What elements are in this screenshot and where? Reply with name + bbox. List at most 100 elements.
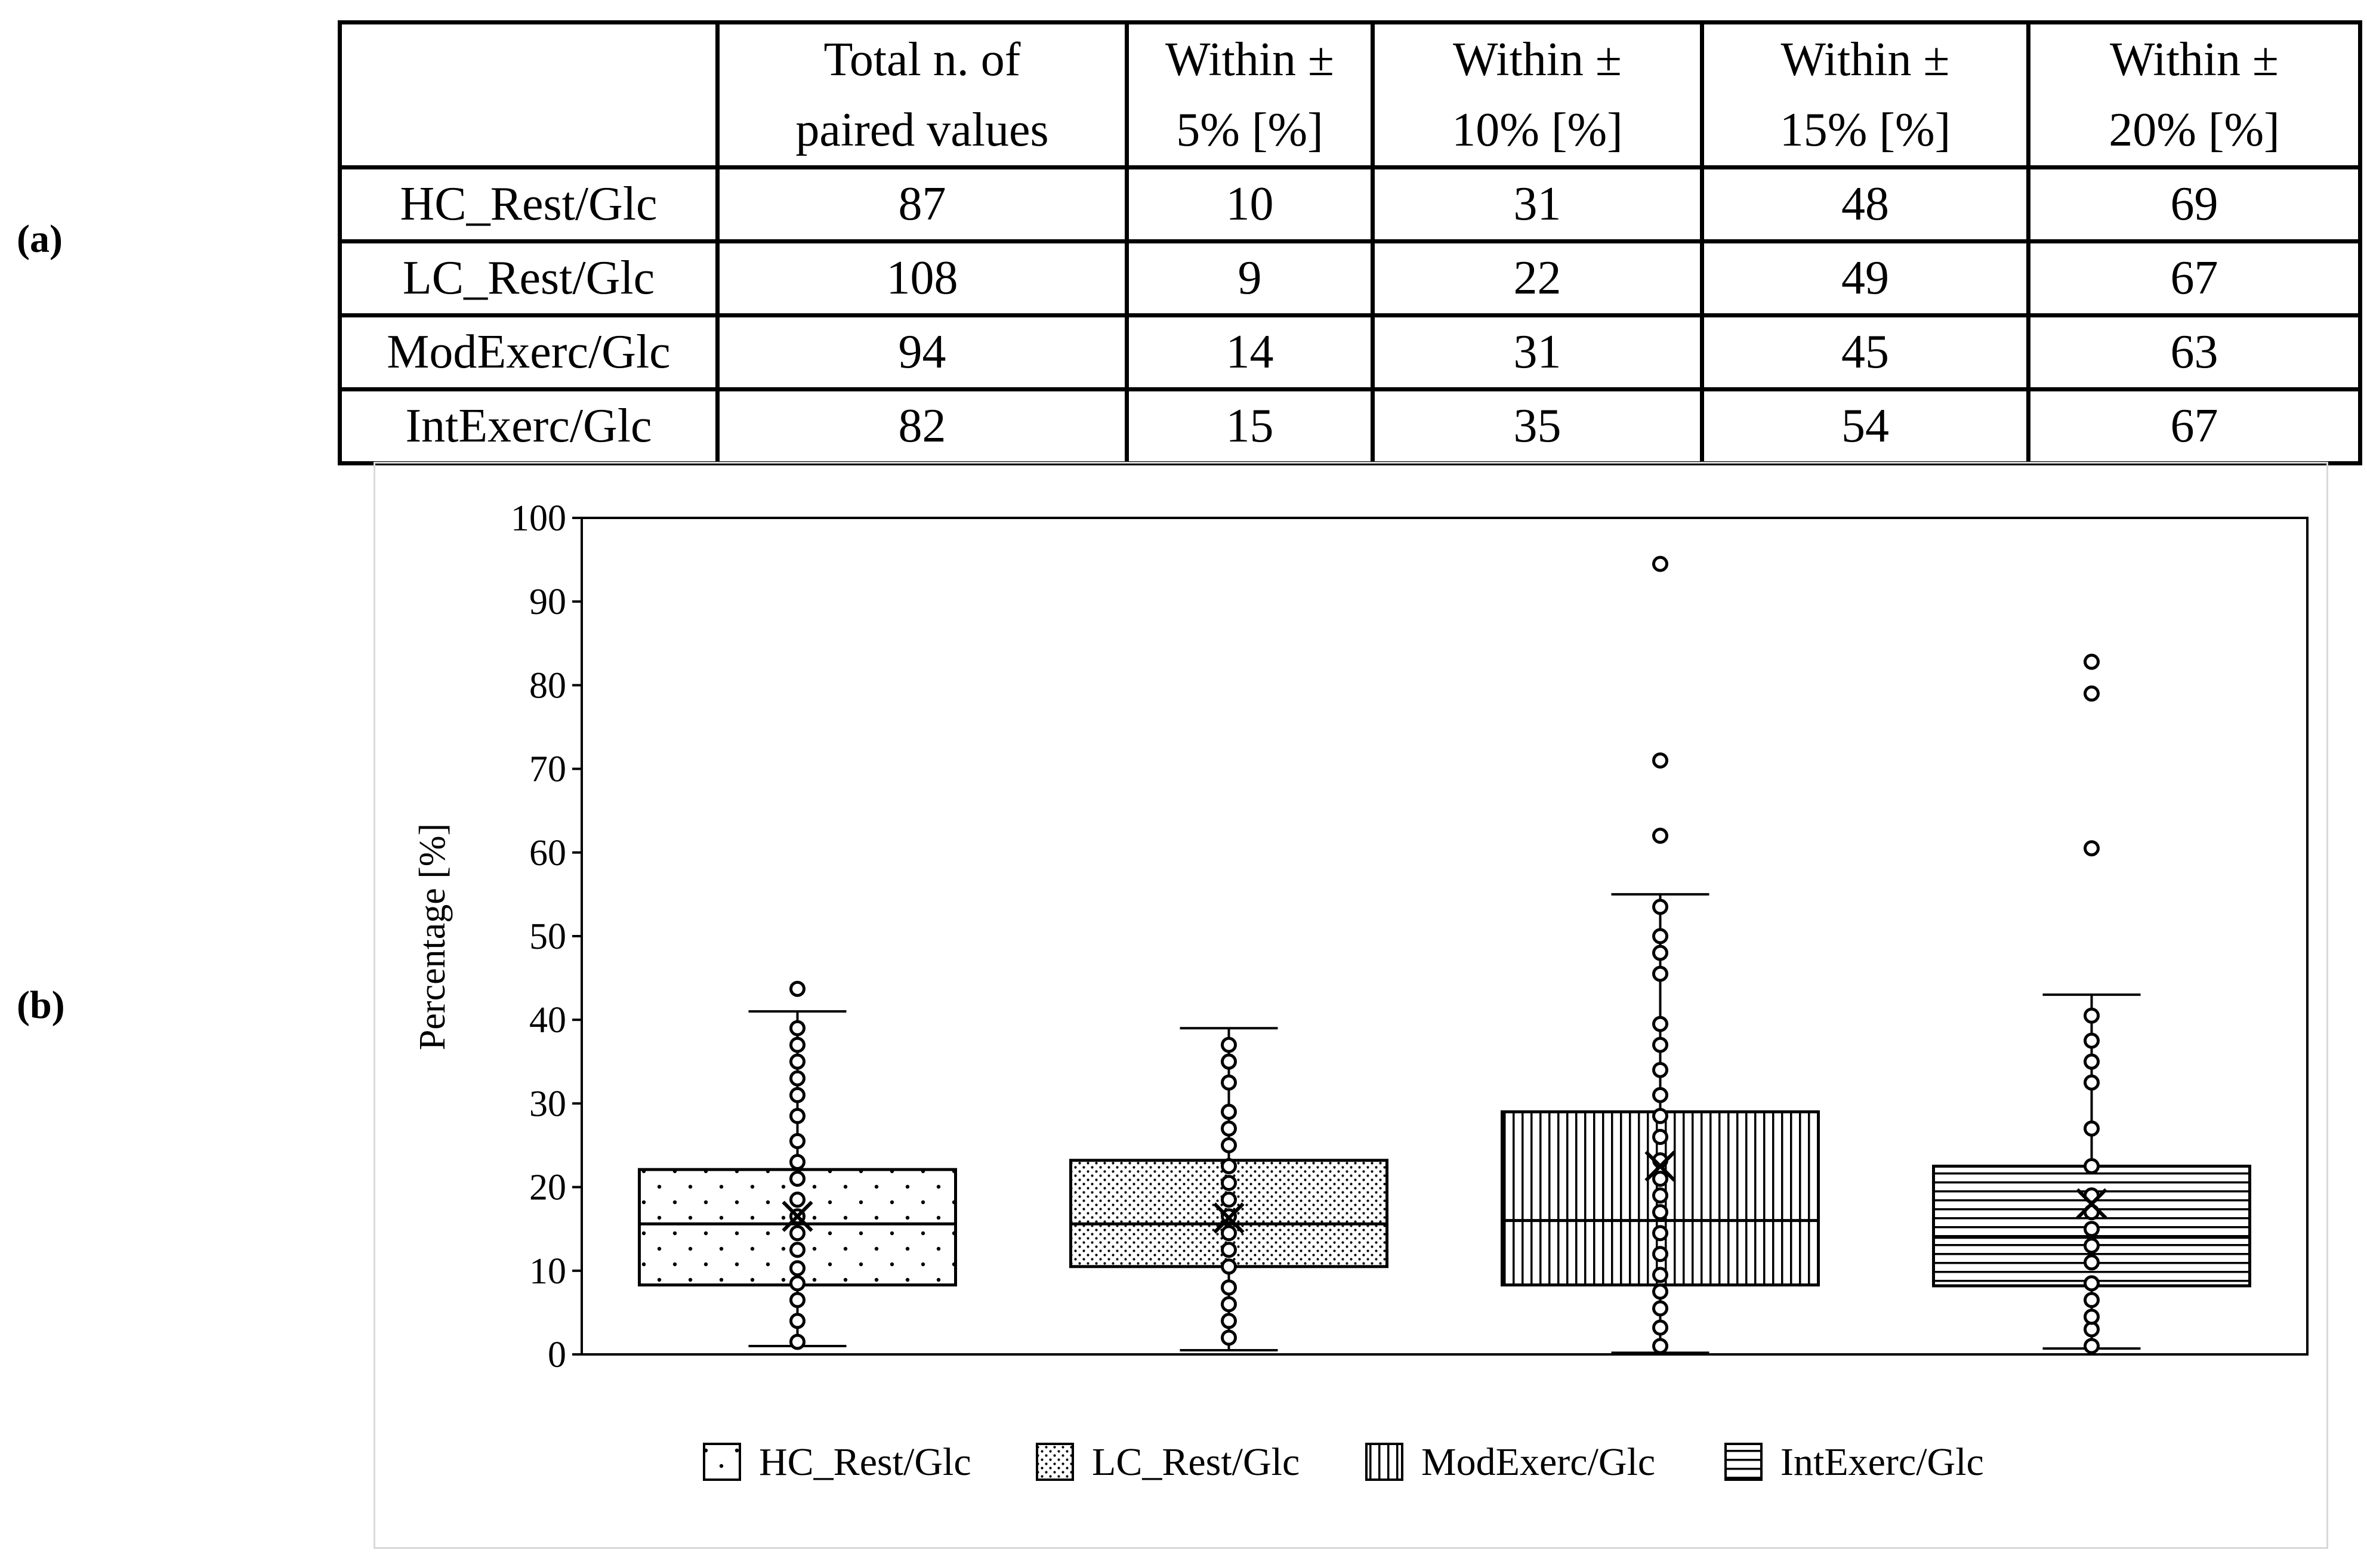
data-point <box>1221 1192 1237 1208</box>
data-point <box>1221 1313 1237 1329</box>
legend-label: HC_Rest/Glc <box>759 1440 971 1484</box>
table-cell: 108 <box>715 239 1129 317</box>
y-tick-label: 50 <box>529 916 566 957</box>
table-header-cell: Within ±10% [%] <box>1371 20 1704 169</box>
data-point <box>2084 1237 2100 1254</box>
data-point <box>1652 1128 1668 1145</box>
table-header-cell: Within ±15% [%] <box>1700 20 2030 169</box>
y-tick-label: 80 <box>529 665 566 706</box>
legend-swatch <box>703 1443 741 1481</box>
data-point <box>1652 1061 1668 1078</box>
data-point <box>2084 1292 2100 1308</box>
data-point <box>1652 555 1668 572</box>
data-point <box>789 1087 806 1103</box>
table-cell: 10 <box>1125 165 1375 243</box>
table-cell: HC_Rest/Glc <box>338 165 720 243</box>
data-point <box>2084 1221 2100 1237</box>
data-point <box>1221 1258 1237 1275</box>
table-cell: 31 <box>1371 165 1704 243</box>
table-cell: 31 <box>1371 313 1704 391</box>
table-cell: 22 <box>1371 239 1704 317</box>
table-cell: 82 <box>715 387 1129 465</box>
data-point <box>2084 840 2100 857</box>
data-point <box>1652 1246 1668 1263</box>
data-point <box>1221 1175 1237 1192</box>
data-point <box>789 1070 806 1087</box>
table-cell: 87 <box>715 165 1129 243</box>
table-cell: 67 <box>2026 387 2362 465</box>
y-tick-label: 90 <box>529 582 566 622</box>
mean-marker <box>2076 1188 2107 1220</box>
data-point <box>789 1292 806 1308</box>
table-cell: 49 <box>1700 239 2030 317</box>
data-point <box>1221 1053 1237 1070</box>
legend-label: IntExerc/Glc <box>1780 1440 1984 1484</box>
data-point <box>1652 1283 1668 1300</box>
panel-label-a: (a) <box>17 217 63 261</box>
data-point <box>2084 1074 2100 1091</box>
data-point <box>1652 928 1668 944</box>
data-point <box>1652 944 1668 961</box>
table-cell: LC_Rest/Glc <box>338 239 720 317</box>
table-cell: 48 <box>1700 165 2030 243</box>
data-point <box>1652 899 1668 915</box>
y-tick-label: 20 <box>529 1168 566 1208</box>
data-point <box>1221 1158 1237 1175</box>
chart-frame <box>374 462 2328 1549</box>
data-point <box>1221 1242 1237 1258</box>
table-cell: ModExerc/Glc <box>338 313 720 391</box>
data-point <box>789 1225 806 1242</box>
data-point <box>789 1334 806 1350</box>
data-point <box>1221 1074 1237 1091</box>
y-tick-label: 100 <box>511 498 566 539</box>
data-point <box>2084 1338 2100 1354</box>
data-point <box>789 1242 806 1258</box>
data-point <box>789 1132 806 1149</box>
data-point <box>1652 1204 1668 1221</box>
data-point <box>1652 1267 1668 1283</box>
data-point <box>1652 1300 1668 1317</box>
table-header-cell: Total n. of paired values <box>715 20 1129 169</box>
y-tick-label: 40 <box>529 1000 566 1041</box>
box-group <box>1932 653 2251 1354</box>
table-cell: 94 <box>715 313 1129 391</box>
data-point <box>789 1260 806 1277</box>
data-point <box>2084 1007 2100 1024</box>
table-header-cell: Within ±20% [%] <box>2026 20 2362 169</box>
data-point <box>1652 1171 1668 1187</box>
box-group <box>1501 555 1820 1354</box>
data-point <box>1652 965 1668 982</box>
table-cell: 15 <box>1125 387 1375 465</box>
data-point <box>789 980 806 997</box>
data-point <box>789 1020 806 1036</box>
table-header-cell: Within ±5% [%] <box>1125 20 1375 169</box>
data-point <box>789 1313 806 1329</box>
data-point <box>2084 653 2100 670</box>
legend-label: LC_Rest/Glc <box>1092 1440 1300 1484</box>
y-tick-label: 60 <box>529 833 566 873</box>
data-point <box>1652 1107 1668 1124</box>
table-cell: 45 <box>1700 313 2030 391</box>
table-header-row: Total n. of paired values Within ±5% [%] … <box>338 20 2362 169</box>
data-point <box>1221 1103 1237 1120</box>
data-point <box>1221 1279 1237 1296</box>
data-point <box>1221 1225 1237 1242</box>
table-header-cell <box>338 20 720 169</box>
data-point <box>789 1192 806 1208</box>
data-point <box>2084 1053 2100 1070</box>
data-point <box>2084 1275 2100 1292</box>
data-point <box>1221 1036 1237 1053</box>
data-point <box>1652 1319 1668 1336</box>
legend-swatch <box>1036 1443 1074 1481</box>
table-row: IntExerc/Glc 82 15 35 54 67 <box>338 387 2362 465</box>
y-tick-label: 10 <box>529 1251 566 1292</box>
legend-label: ModExerc/Glc <box>1421 1440 1655 1484</box>
panel-label-b: (b) <box>17 983 65 1027</box>
data-point <box>2084 1308 2100 1325</box>
table-cell: 69 <box>2026 165 2362 243</box>
y-axis-label: Percentage [%] <box>412 823 453 1050</box>
box-group <box>638 980 957 1350</box>
mean-marker <box>782 1200 813 1232</box>
data-point <box>1652 1225 1668 1242</box>
